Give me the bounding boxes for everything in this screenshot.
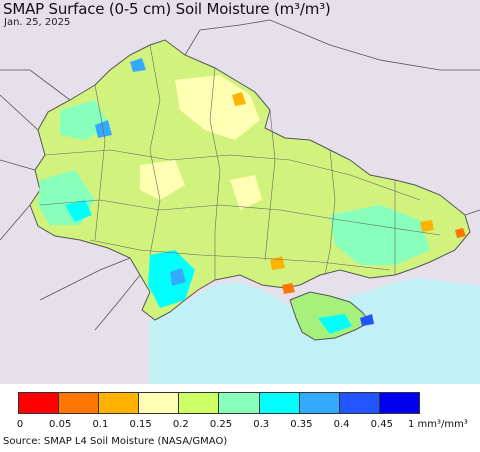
- very-wet-spot-3: [360, 314, 374, 326]
- legend-swatch-9: [378, 393, 420, 413]
- date-label: Jan. 25, 2025: [4, 17, 71, 28]
- dry-spot-4: [455, 228, 466, 238]
- dry-spot-2: [282, 283, 295, 294]
- legend-unit: 1 mm³/mm³: [408, 419, 468, 430]
- dry-zone-east: [230, 175, 262, 210]
- legend-swatch-6: [258, 393, 299, 413]
- dry-spot-5: [420, 220, 434, 232]
- soil-moisture-map: [0, 0, 480, 384]
- legend-tick-label: 0.05: [49, 419, 72, 430]
- legend-ticks: 0 0.05 0.1 0.15 0.2 0.25 0.3 0.35 0.4 0.45: [0, 419, 480, 433]
- legend-swatch-4: [178, 393, 219, 413]
- dry-zone-north: [175, 75, 260, 140]
- crimea: [289, 291, 371, 341]
- page-title: SMAP Surface (0-5 cm) Soil Moisture (m³/…: [3, 0, 331, 18]
- legend-tick-label: 0.15: [129, 419, 152, 430]
- legend-tick-label: 0: [16, 419, 24, 430]
- legend-tick-label: 0.35: [290, 419, 313, 430]
- legend-tick-label: 0.45: [370, 419, 393, 430]
- legend-swatch-2: [98, 393, 139, 413]
- oblast-borders: [39, 44, 441, 280]
- legend-swatch-3: [138, 393, 179, 413]
- legend-tick-label: 0.1: [92, 419, 109, 430]
- very-wet-spot-2: [170, 268, 186, 286]
- wet-zone-central: [65, 200, 92, 222]
- dry-zone-center: [140, 160, 185, 200]
- source-caption: Source: SMAP L4 Soil Moisture (NASA/GMAO…: [3, 436, 228, 447]
- legend-tick-label: 0.4: [333, 419, 350, 430]
- legend-swatch-7: [298, 393, 339, 413]
- country-borders: [0, 19, 480, 331]
- dry-spot-1: [232, 92, 246, 106]
- legend-swatch-0: [18, 393, 59, 413]
- legend-swatch-8: [338, 393, 379, 413]
- legend-tick-label: 0.2: [172, 419, 189, 430]
- legend-colorbar: [18, 392, 420, 414]
- very-wet-spot-1: [95, 120, 112, 138]
- wet-zone-south: [330, 205, 430, 265]
- legend-tick-label: 0.3: [253, 419, 270, 430]
- legend-swatch-1: [58, 393, 99, 413]
- legend-tick-label: 0.25: [209, 419, 233, 430]
- legend-swatch-5: [218, 393, 259, 413]
- very-wet-spot-4: [130, 58, 146, 72]
- wet-zone-crimea: [318, 314, 352, 334]
